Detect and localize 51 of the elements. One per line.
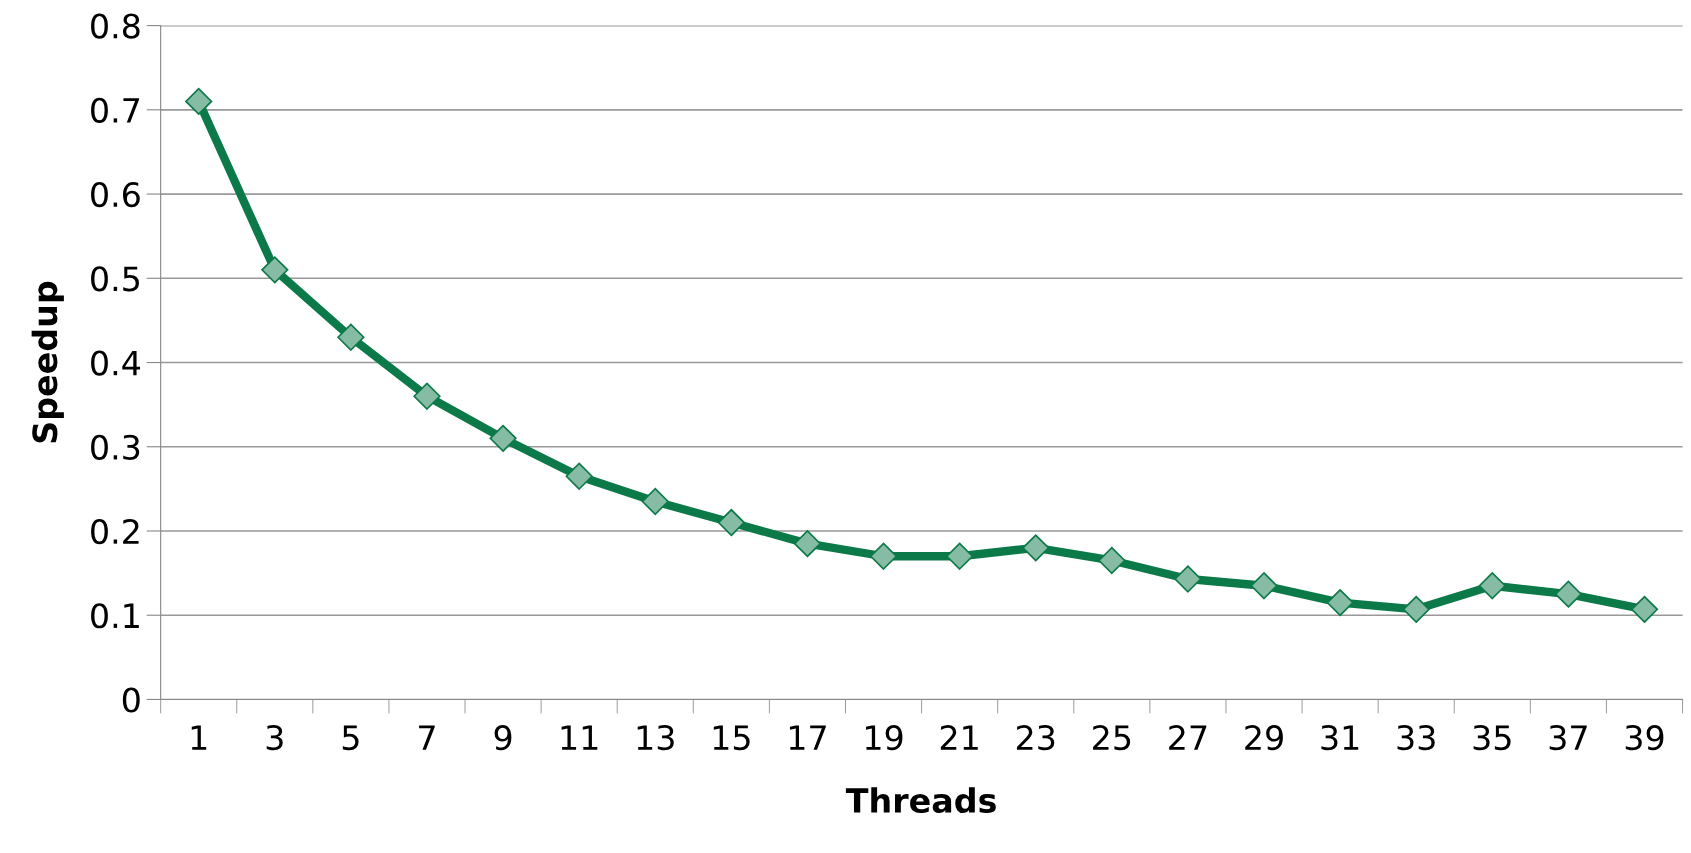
y-tick-label: 0.8 [91,13,140,39]
point [717,508,745,537]
x-tick-label: 37 [1549,725,1587,751]
x-tick-label: 17 [789,725,826,750]
x-tick-label: 33 [1397,725,1435,751]
point [1630,595,1659,623]
x-tick-label: 21 [940,725,978,750]
point [869,542,898,570]
point [1478,572,1506,600]
point [565,462,593,490]
y-tick-label: 0.5 [91,266,139,292]
y-tick-label: 0.6 [91,181,140,208]
x-tick-label: 3 [266,725,283,751]
x-tick-label: 31 [1321,725,1359,751]
point [337,323,365,351]
point [1098,546,1126,575]
x-tick-label: 39 [1625,725,1664,751]
point [793,530,822,558]
point [1554,580,1583,608]
x-tick-label: 7 [419,725,435,750]
y-tick-label: 0.7 [91,97,140,123]
x-tick-label: 23 [1016,725,1055,751]
x-tick-label: 27 [1169,725,1207,750]
x-tick-label: 13 [637,725,674,751]
x-tick-label: 9 [494,725,512,751]
y-tick-label: 0 [122,687,140,713]
x-tick-label: 25 [1093,725,1131,751]
x-tick-label: 29 [1245,725,1283,751]
y-tick-label: 0.4 [91,350,141,376]
y-tick-label: 0.2 [91,518,139,545]
y-axis-title: Speedup [31,281,64,443]
point [261,256,289,284]
x-tick-label: 5 [342,725,359,751]
point [946,542,974,570]
x-tick-label: 19 [866,725,903,751]
point [641,487,669,516]
point [489,424,517,452]
point [1402,595,1430,623]
x-tick-label: 35 [1473,725,1511,751]
point [185,87,213,116]
x-tick-label: 1 [191,725,207,750]
y-tick-label: 0.3 [91,434,140,460]
x-tick-label: 11 [561,725,598,750]
point [1174,565,1202,593]
point [1250,572,1278,600]
y-tick-label: 0.1 [91,603,139,629]
x-axis-title: Threads [845,787,996,814]
point [413,382,441,410]
x-tick-label: 15 [713,725,750,751]
point [1326,588,1354,617]
point [1022,534,1050,562]
